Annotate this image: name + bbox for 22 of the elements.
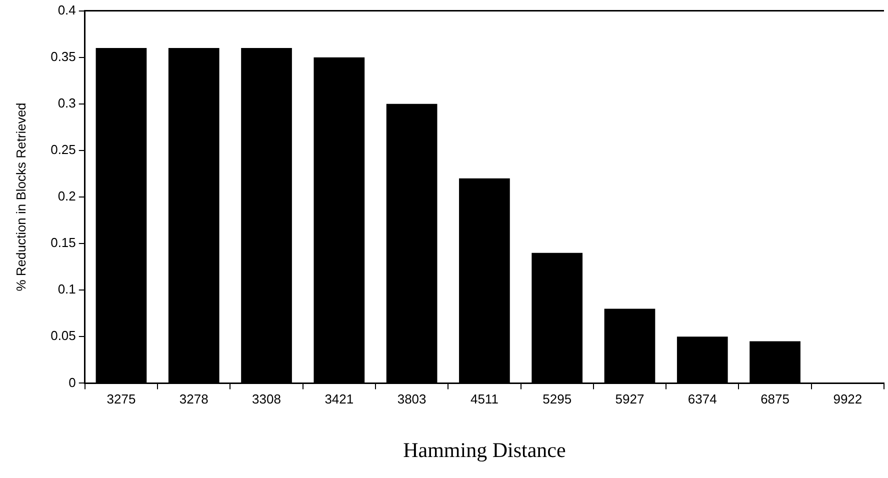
- y-tick-label: 0.35: [50, 48, 76, 64]
- x-tick-label: 3278: [179, 392, 208, 407]
- x-tick-label: 6875: [760, 392, 790, 407]
- x-tick-label: 4511: [470, 392, 498, 407]
- y-tick-label: 0.4: [58, 2, 76, 18]
- x-tick-label: 9922: [833, 392, 862, 407]
- y-tick-label: 0.25: [50, 142, 76, 158]
- x-tick-label: 3275: [106, 392, 136, 407]
- x-tick-label: 5295: [542, 392, 572, 407]
- x-tick-label: 3308: [252, 392, 281, 407]
- y-tick-label: 0.1: [58, 282, 76, 297]
- y-tick-label: 0.15: [50, 235, 76, 250]
- y-tick-label: 0.05: [50, 328, 76, 344]
- y-tick-label: 0: [68, 374, 76, 390]
- x-tick-label: 5927: [615, 392, 644, 407]
- x-axis-title: Hamming Distance: [403, 438, 566, 462]
- x-tick-label: 3803: [397, 392, 426, 407]
- x-tick-label: 3421: [324, 392, 354, 407]
- y-tick-label: 0.3: [58, 95, 76, 110]
- x-tick-label: 6374: [688, 392, 717, 407]
- y-tick-label: 0.2: [58, 188, 76, 204]
- y-axis-title: % Reduction in Blocks Retrieved: [13, 102, 28, 292]
